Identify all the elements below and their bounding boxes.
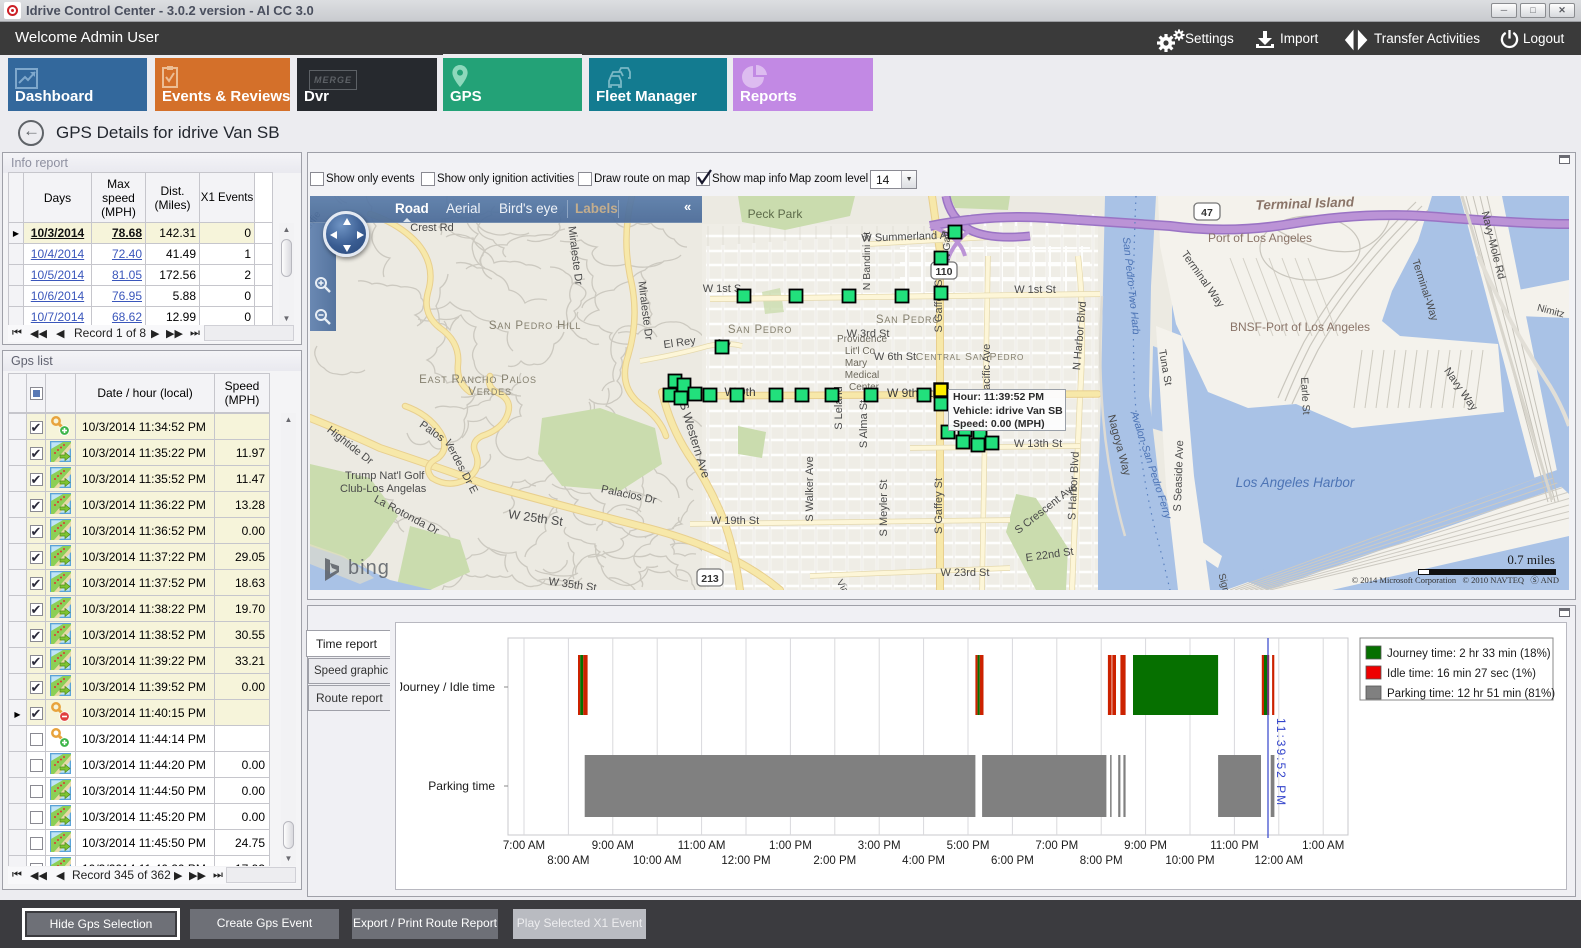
svg-text:Peck Park: Peck Park [748,207,804,221]
svg-text:7:00 AM: 7:00 AM [503,840,545,852]
svg-text:Club-Los Angelas: Club-Los Angelas [340,483,427,495]
svg-text:Mary: Mary [845,358,867,369]
svg-text:Earle St: Earle St [1298,377,1312,415]
svg-text:W 23rd St: W 23rd St [941,567,990,579]
svg-text:10:00 AM: 10:00 AM [633,855,682,867]
svg-text:Parking time: 12 hr 51 min (81: Parking time: 12 hr 51 min (81%) [1387,688,1555,700]
svg-text:CENTRAL SAN PEDRO: CENTRAL SAN PEDRO [916,351,1024,363]
svg-text:3:00 PM: 3:00 PM [858,840,901,852]
svg-text:47: 47 [1201,207,1213,219]
svg-text:9:00 PM: 9:00 PM [1124,840,1167,852]
svg-text:SAN PEDRO HILL: SAN PEDRO HILL [489,320,581,332]
svg-text:Lit'l Co: Lit'l Co [845,346,876,357]
svg-text:EAST RANCHO PALOS: EAST RANCHO PALOS [419,374,537,386]
svg-text:S Harbor Blvd: S Harbor Blvd [1066,451,1082,520]
svg-text:S Seaside Ave: S Seaside Ave [1172,440,1186,512]
svg-text:Journey time: 2 hr 33 min (18%: Journey time: 2 hr 33 min (18%) [1387,648,1551,660]
svg-text:8:00 AM: 8:00 AM [547,855,589,867]
svg-text:1:00 AM: 1:00 AM [1302,840,1344,852]
svg-text:BNSF-Port of Los Angeles: BNSF-Port of Los Angeles [1230,320,1370,334]
svg-text:W 1st St: W 1st St [1014,284,1056,296]
svg-text:110: 110 [936,266,953,278]
svg-text:1:00 PM: 1:00 PM [769,840,812,852]
svg-text:W 1st S: W 1st S [703,283,742,295]
svg-text:S Alma St: S Alma St [858,400,870,448]
svg-text:VERDES: VERDES [468,386,512,398]
svg-text:Idle time: 16 min 27 sec (1%): Idle time: 16 min 27 sec (1%) [1387,668,1536,680]
svg-text:Palacios Dr: Palacios Dr [600,483,658,507]
svg-text:SAN PEDRO: SAN PEDRO [876,314,940,326]
svg-text:6:00 PM: 6:00 PM [991,855,1034,867]
svg-text:Parking time: Parking time [428,779,495,793]
svg-text:Crest Rd: Crest Rd [410,222,453,234]
svg-text:W 19th St: W 19th St [711,515,759,527]
svg-text:Trump Nat'l Golf: Trump Nat'l Golf [345,470,425,482]
svg-text:Miraleste Dr: Miraleste Dr [565,225,584,286]
svg-text:9:00 AM: 9:00 AM [592,840,634,852]
svg-text:S Gaffey St: S Gaffey St [933,478,945,534]
svg-text:W 13th St: W 13th St [1014,438,1062,450]
svg-text:11:39:52 PM: 11:39:52 PM [1274,718,1288,807]
svg-text:Los Angeles Harbor: Los Angeles Harbor [1236,475,1355,490]
svg-text:8:00 PM: 8:00 PM [1080,855,1123,867]
svg-text:W Summerland Ave: W Summerland Ave [861,229,958,244]
svg-text:Center: Center [849,382,880,393]
svg-text:5:00 PM: 5:00 PM [947,840,990,852]
svg-text:12:00 PM: 12:00 PM [721,855,770,867]
svg-text:Medical: Medical [845,370,879,381]
svg-text:11:00 PM: 11:00 PM [1210,840,1258,852]
svg-text:El Rey: El Rey [663,335,697,351]
svg-text:W 3rd St: W 3rd St [847,328,890,340]
svg-text:S Meyler St: S Meyler St [878,480,890,537]
svg-text:Port of Los Angeles: Port of Los Angeles [1208,231,1312,245]
svg-text:S Walker Ave: S Walker Ave [804,456,816,521]
svg-text:Terminal Island: Terminal Island [1255,196,1355,213]
svg-text:11:00 AM: 11:00 AM [678,840,726,852]
svg-text:N Harbor Blvd: N Harbor Blvd [1071,301,1089,371]
svg-text:12:00 AM: 12:00 AM [1255,855,1304,867]
svg-text:Journey / Idle time: Journey / Idle time [400,680,495,694]
svg-text:SAN PEDRO: SAN PEDRO [728,324,792,336]
svg-text:Providence: Providence [837,334,887,345]
svg-text:10:00 PM: 10:00 PM [1165,855,1214,867]
svg-text:7:00 PM: 7:00 PM [1035,840,1078,852]
svg-text:4:00 PM: 4:00 PM [902,855,945,867]
svg-text:W 6th St: W 6th St [874,351,916,363]
svg-text:213: 213 [701,573,719,585]
svg-text:Miraleste Dr: Miraleste Dr [635,280,654,341]
svg-text:Sign: Sign [1216,572,1232,590]
svg-text:N Bandini St: N Bandini St [861,232,873,290]
svg-text:W 35th St: W 35th St [548,576,597,590]
svg-text:2:00 PM: 2:00 PM [813,855,856,867]
